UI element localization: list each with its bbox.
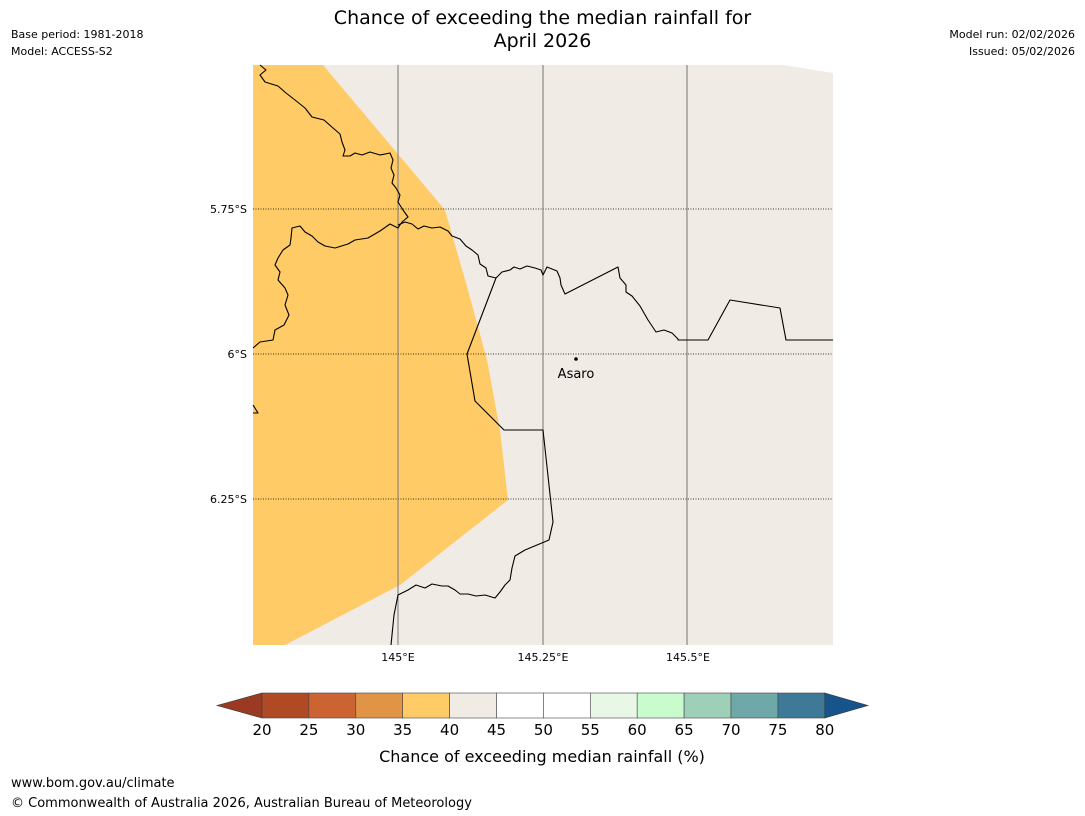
legend-swatch-20 bbox=[261, 692, 310, 719]
legend-tick-20: 20 bbox=[252, 721, 271, 739]
rainfall-map: Asaro 5.75°S 6°S 6.25°S 145°E 145.25°E 1… bbox=[210, 64, 833, 664]
legend-swatch-40 bbox=[449, 692, 497, 719]
model-run: Model run: 02/02/2026 bbox=[949, 28, 1075, 41]
legend-tick-25: 25 bbox=[299, 721, 318, 739]
legend-swatch-65 bbox=[683, 692, 732, 719]
asaro-marker bbox=[574, 357, 578, 361]
legend-swatch-60 bbox=[636, 692, 685, 719]
lon-label-145-25e: 145.25°E bbox=[518, 651, 569, 664]
legend-swatch-50 bbox=[543, 692, 591, 719]
legend-tick-40: 40 bbox=[440, 721, 459, 739]
legend-tick-45: 45 bbox=[487, 721, 506, 739]
lat-label-6-25s: 6.25°S bbox=[210, 493, 247, 506]
legend-tick-70: 70 bbox=[721, 721, 740, 739]
legend-label: Chance of exceeding median rainfall (%) bbox=[379, 747, 705, 766]
province-boundary-east bbox=[390, 277, 554, 646]
title-line-1: Chance of exceeding the median rainfall … bbox=[333, 7, 752, 29]
legend-tick-50: 50 bbox=[534, 721, 553, 739]
legend-swatch-45 bbox=[496, 692, 544, 719]
boundary-fragment bbox=[252, 404, 259, 414]
legend-tick-65: 65 bbox=[675, 721, 694, 739]
lat-label-5-75s: 5.75°S bbox=[210, 203, 247, 216]
color-legend: 20 25 30 35 40 45 50 55 60 65 70 75 80 Chance of exc… bbox=[215, 692, 870, 766]
legend-tick-55: 55 bbox=[581, 721, 600, 739]
lat-label-6s: 6°S bbox=[228, 348, 247, 361]
legend-tick-30: 30 bbox=[346, 721, 365, 739]
legend-tick-60: 60 bbox=[628, 721, 647, 739]
legend-extend-low bbox=[215, 692, 263, 719]
lon-label-145-5e: 145.5°E bbox=[666, 651, 710, 664]
website-link[interactable]: www.bom.gov.au/climate bbox=[11, 776, 175, 791]
legend-swatch-25 bbox=[308, 692, 357, 719]
legend-swatch-70 bbox=[730, 692, 779, 719]
legend-swatch-35 bbox=[402, 692, 450, 719]
legend-tick-35: 35 bbox=[393, 721, 412, 739]
model-name: Model: ACCESS-S2 bbox=[11, 45, 113, 58]
legend-swatch-55 bbox=[589, 692, 638, 719]
legend-tick-80: 80 bbox=[815, 721, 834, 739]
chart-title: Chance of exceeding the median rainfall … bbox=[0, 7, 1085, 53]
base-period: Base period: 1981-2018 bbox=[11, 28, 144, 41]
issued-date: Issued: 05/02/2026 bbox=[968, 45, 1075, 58]
legend-tick-75: 75 bbox=[768, 721, 787, 739]
legend-extend-high bbox=[824, 692, 870, 719]
copyright-notice: © Commonwealth of Australia 2026, Austra… bbox=[11, 796, 472, 811]
province-boundary-west bbox=[252, 64, 409, 349]
metadata-right: Model run: 02/02/2026 Issued: 05/02/2026 bbox=[949, 26, 1075, 60]
below-median-region bbox=[253, 65, 508, 645]
province-boundary-central bbox=[397, 221, 833, 341]
title-line-2: April 2026 bbox=[493, 30, 592, 52]
lon-label-145e: 145°E bbox=[381, 651, 414, 664]
metadata-left: Base period: 1981-2018 Model: ACCESS-S2 bbox=[11, 26, 143, 60]
asaro-label: Asaro bbox=[558, 367, 595, 382]
legend-swatch-75 bbox=[777, 692, 826, 719]
legend-swatch-30 bbox=[355, 692, 403, 719]
